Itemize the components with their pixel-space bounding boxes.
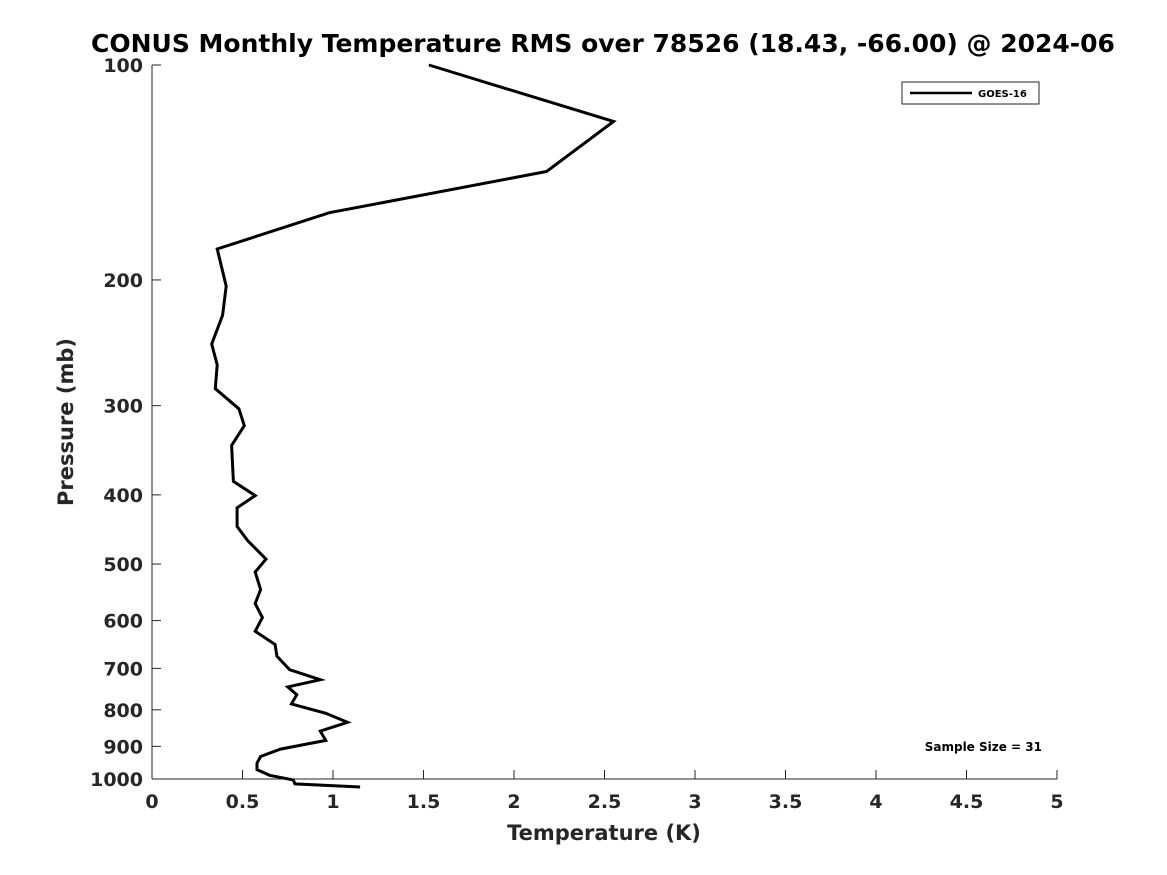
y-tick-label: 200 xyxy=(103,270,143,292)
x-tick-label: 2.5 xyxy=(588,791,622,813)
legend: GOES-16 xyxy=(901,81,1040,105)
legend-label: GOES-16 xyxy=(978,89,1027,100)
x-ticks: 0 0.5 1 1.5 2 2.5 3 3.5 4 4.5 5 xyxy=(145,770,1064,813)
series-line-goes-16 xyxy=(210,63,617,789)
x-tick-label: 1.5 xyxy=(407,791,441,813)
y-tick-label: 100 xyxy=(103,55,143,77)
y-ticks: 100 200 300 400 500 600 700 800 900 1000 xyxy=(90,55,161,791)
x-axis-label: Temperature (K) xyxy=(507,821,701,845)
x-tick-label: 0 xyxy=(145,791,158,813)
y-tick-label: 1000 xyxy=(90,769,143,791)
y-tick-label: 800 xyxy=(103,700,143,722)
x-tick-label: 4.5 xyxy=(950,791,984,813)
x-tick-label: 3.5 xyxy=(769,791,803,813)
y-tick-label: 300 xyxy=(103,396,143,418)
x-tick-label: 4 xyxy=(869,791,882,813)
x-tick-label: 1 xyxy=(326,791,339,813)
chart-title: CONUS Monthly Temperature RMS over 78526… xyxy=(91,29,1115,58)
y-tick-label: 600 xyxy=(103,611,143,633)
series-group xyxy=(210,63,617,789)
y-tick-label: 900 xyxy=(103,736,143,758)
x-tick-label: 5 xyxy=(1050,791,1063,813)
y-axis-label: Pressure (mb) xyxy=(54,338,78,506)
y-tick-label: 500 xyxy=(103,554,143,576)
sample-size-annotation: Sample Size = 31 xyxy=(925,740,1042,754)
x-tick-label: 2 xyxy=(507,791,520,813)
y-tick-label: 700 xyxy=(103,658,143,680)
x-tick-label: 0.5 xyxy=(226,791,260,813)
x-tick-label: 3 xyxy=(688,791,701,813)
y-tick-label: 400 xyxy=(103,485,143,507)
